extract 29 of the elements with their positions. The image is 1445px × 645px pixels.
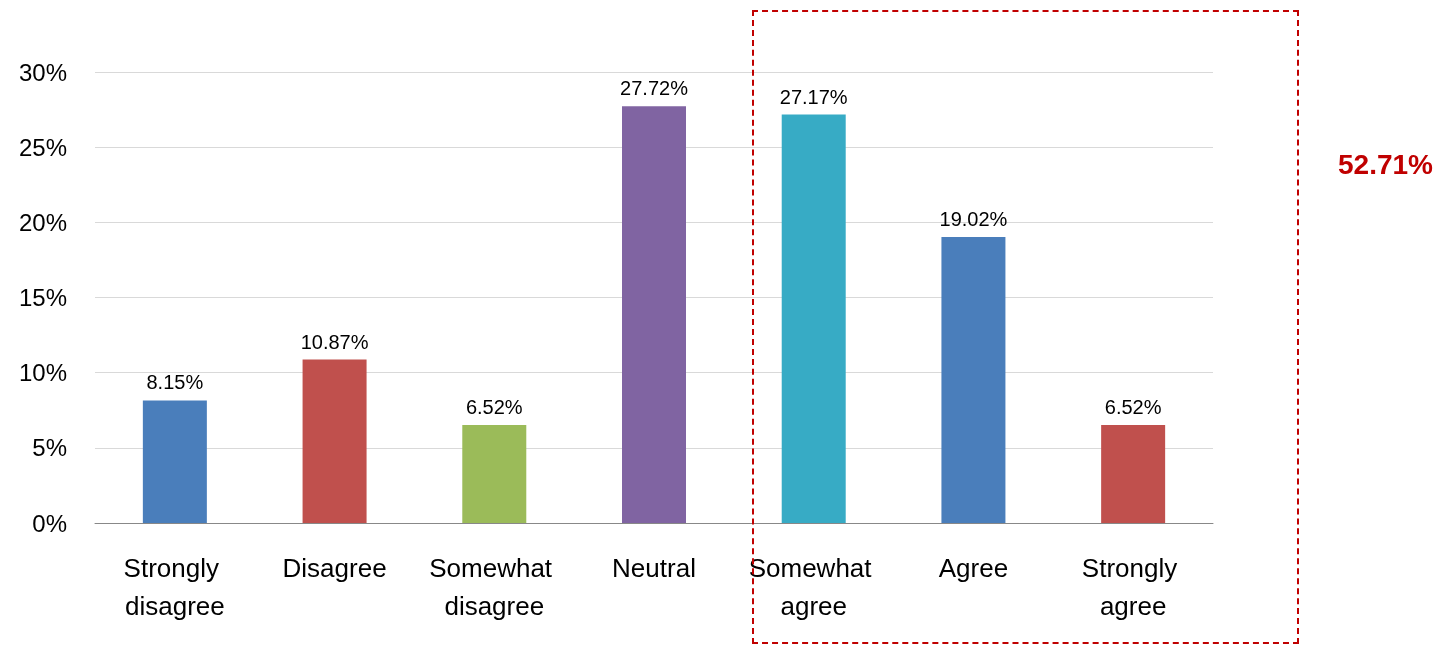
bar (622, 106, 686, 523)
y-tick-label: 15% (18, 284, 67, 311)
x-tick-label: Strongly agree (1081, 553, 1185, 621)
data-label: 10.87% (300, 330, 369, 353)
bar (462, 424, 527, 523)
data-label: 19.02% (939, 208, 1008, 231)
bar (781, 114, 846, 523)
bar (941, 237, 1006, 523)
x-tick-label: Agree (938, 553, 1009, 583)
y-tick-label: 0% (32, 509, 67, 537)
y-tick-label: 25% (18, 133, 67, 161)
data-label: 27.72% (620, 77, 689, 100)
bar (1101, 424, 1166, 523)
y-tick-label: 20% (18, 208, 67, 236)
bar (142, 400, 207, 523)
x-tick-label: Disagree (282, 553, 387, 583)
y-tick-label: 5% (32, 434, 67, 462)
data-label: 8.15% (146, 371, 204, 394)
x-tick-label: Neutral (612, 553, 696, 583)
data-label: 6.52% (465, 395, 523, 418)
y-tick-label: 30% (18, 58, 67, 86)
text: 52.71% (1338, 148, 1434, 180)
x-tick-label: Strongly disagree (123, 553, 227, 621)
x-tick-label: Somewhat disagree (429, 553, 560, 621)
data-label: 6.52% (1104, 395, 1162, 418)
data-label: 27.17% (779, 85, 848, 108)
x-tick-label: Somewhat agree (748, 553, 879, 621)
y-tick-label: 10% (18, 359, 67, 387)
bar (302, 359, 367, 523)
